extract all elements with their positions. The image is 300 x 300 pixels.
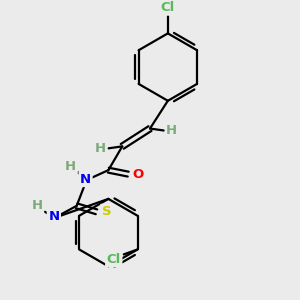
Text: Cl: Cl [106, 253, 121, 266]
Text: H: H [95, 142, 106, 155]
Text: N: N [80, 172, 91, 186]
Text: S: S [102, 205, 111, 218]
Text: Cl: Cl [161, 1, 175, 14]
Text: O: O [133, 168, 144, 181]
Text: H: H [32, 199, 43, 212]
Text: H: H [65, 160, 76, 173]
Text: H: H [166, 124, 177, 137]
Text: N: N [48, 210, 59, 223]
